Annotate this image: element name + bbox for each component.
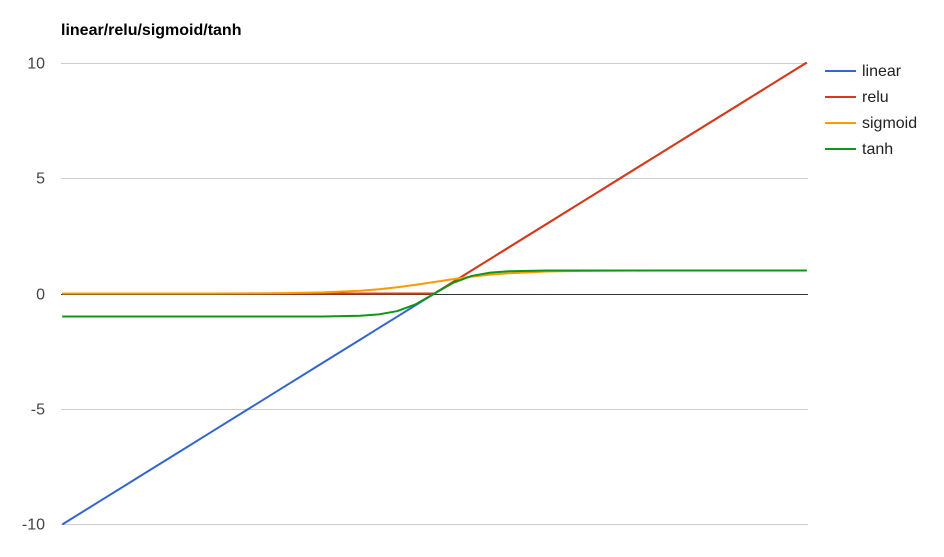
y-tick-label: 10 — [27, 56, 45, 73]
legend-label: linear — [862, 63, 902, 80]
legend-item-relu[interactable]: relu — [825, 89, 889, 106]
y-tick-label: 5 — [36, 171, 45, 188]
series-line-tanh — [62, 269, 807, 318]
legend-item-linear[interactable]: linear — [825, 63, 902, 80]
chart-title: linear/relu/sigmoid/tanh — [61, 22, 241, 39]
y-tick-label: 0 — [36, 287, 45, 304]
y-tick-label: -5 — [31, 402, 45, 419]
legend-label: relu — [862, 89, 889, 106]
y-tick-label: -10 — [22, 517, 45, 534]
legend-item-tanh[interactable]: tanh — [825, 141, 893, 158]
legend-label: tanh — [862, 141, 893, 158]
legend[interactable]: linear relu sigmoid tanh — [825, 63, 917, 158]
y-axis-ticks: 10 5 0 -5 -10 — [22, 56, 45, 534]
legend-item-sigmoid[interactable]: sigmoid — [825, 115, 917, 132]
series-layer — [62, 62, 807, 525]
legend-label: sigmoid — [862, 115, 917, 132]
series-line-sigmoid — [62, 269, 807, 295]
